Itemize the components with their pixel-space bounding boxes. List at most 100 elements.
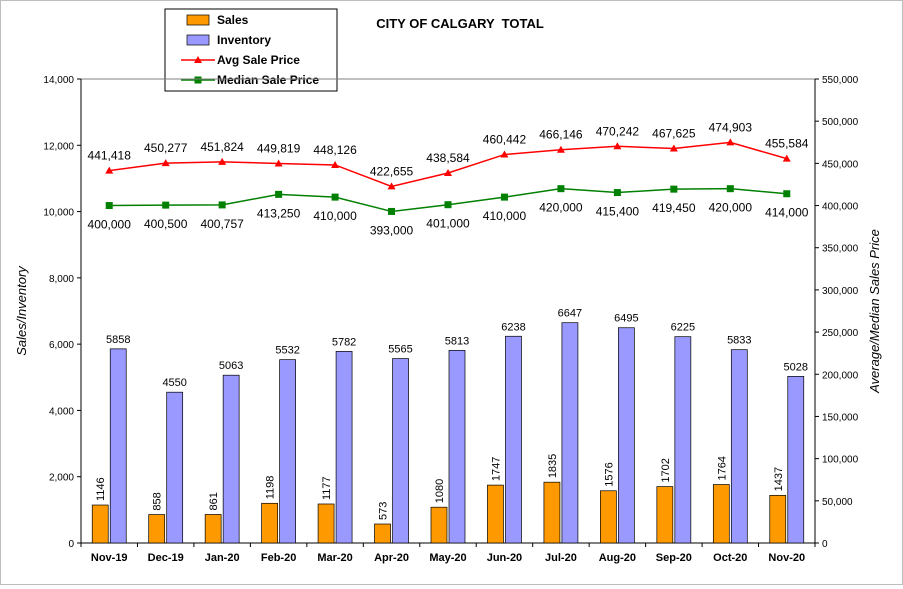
axes: 0 2,000 4,000 6,000 8,000 10,000 12,000 14,000 0… — [43, 75, 858, 564]
y2-tick-label: 100,000 — [822, 455, 859, 466]
y-tick-label: 6,000 — [49, 340, 74, 351]
legend-marker-median-sale-price — [194, 76, 202, 84]
sales-data-label: 1576 — [603, 462, 615, 486]
x-tick-label: Jul-20 — [545, 552, 577, 564]
avg-sale-price-marker — [556, 145, 565, 153]
y2-tick-label: 250,000 — [822, 328, 859, 339]
avg-sale-price-data-label: 449,819 — [257, 142, 301, 156]
inventory-bar — [787, 376, 805, 544]
median-sale-price-data-label: 420,000 — [539, 201, 583, 215]
sales-bar — [148, 514, 166, 544]
avg-sale-price-data-label: 467,625 — [652, 126, 696, 140]
avg-sale-price-marker — [669, 144, 678, 152]
inventory-bar — [674, 336, 692, 544]
sales-data-label: 1080 — [434, 479, 446, 503]
avg-sale-price-data-label: 448,126 — [313, 143, 357, 157]
sales-data-label: 858 — [152, 492, 164, 510]
inventory-data-label: 5858 — [106, 334, 130, 346]
y2-tick-label: 350,000 — [822, 244, 859, 255]
x-tick-label: Apr-20 — [374, 552, 409, 564]
avg-sale-price-marker — [613, 142, 622, 150]
y-tick-label: 4,000 — [49, 406, 74, 417]
chart-title: CITY OF CALGARY TOTAL — [376, 16, 544, 31]
inventory-data-label: 6495 — [614, 313, 638, 325]
inventory-bar — [448, 349, 466, 544]
bars: 1146 858 861 1198 1177 573 1080 1747 1835 1576 170… — [91, 308, 808, 544]
median-sale-price-data-label: 400,757 — [200, 217, 244, 231]
sales-data-label: 1835 — [547, 454, 559, 478]
sales-bar — [487, 484, 504, 544]
sales-bar — [600, 490, 617, 544]
sales-data-label: 1764 — [716, 456, 728, 480]
inventory-data-label: 5833 — [727, 335, 751, 347]
y2-tick-label: 550,000 — [822, 75, 859, 86]
median-sale-price-data-label: 410,000 — [483, 209, 527, 223]
avg-sale-price-data-label: 460,442 — [483, 133, 527, 147]
median-sale-price-marker — [613, 189, 621, 197]
y2-tick-label: 500,000 — [822, 117, 859, 128]
legend-label-sales: Sales — [217, 13, 249, 27]
inventory-bar — [335, 351, 353, 544]
median-sale-price-data-label: 401,000 — [426, 217, 470, 231]
avg-sale-price-data-label: 422,655 — [370, 164, 414, 178]
sales-data-label: 861 — [208, 492, 220, 510]
plot-area — [80, 78, 816, 544]
x-tick-label: Oct-20 — [713, 552, 747, 564]
median-sale-price-marker — [275, 190, 283, 198]
inventory-data-label: 5782 — [332, 336, 356, 348]
sales-data-label: 573 — [378, 502, 390, 520]
sales-bar — [204, 514, 222, 544]
sales-bar — [656, 486, 674, 544]
sales-data-label: 1198 — [265, 476, 277, 500]
y2-tick-label: 450,000 — [822, 159, 859, 170]
avg-sale-price-marker — [274, 159, 283, 167]
y-tick-label: 8,000 — [49, 274, 74, 285]
sales-bar — [261, 502, 278, 544]
median-sale-price-data-label: 413,250 — [257, 206, 301, 220]
sales-bar — [91, 504, 109, 544]
sales-data-label: 1437 — [773, 467, 785, 491]
median-sale-price-marker — [726, 185, 734, 193]
inventory-data-label: 6647 — [558, 308, 582, 320]
y-tick-label: 14,000 — [43, 75, 74, 86]
median-sale-price-marker — [218, 201, 226, 209]
sales-bar — [430, 506, 448, 544]
median-sale-price-data-label: 410,000 — [313, 209, 357, 223]
inventory-data-label: 4550 — [162, 377, 186, 389]
x-tick-label: Sep-20 — [656, 552, 692, 564]
y2-tick-label: 0 — [822, 539, 828, 550]
inventory-bar — [561, 322, 579, 544]
inventory-bar — [279, 359, 296, 544]
avg-sale-price-marker — [500, 150, 509, 158]
inventory-bar — [730, 349, 748, 544]
avg-sale-price-data-label: 470,242 — [596, 124, 640, 138]
legend-swatch-sales — [186, 14, 210, 26]
inventory-data-label: 5063 — [219, 360, 243, 372]
legend-swatch-inventory — [186, 34, 210, 46]
x-tick-label: Aug-20 — [599, 552, 636, 564]
avg-sale-price-marker — [387, 182, 396, 190]
sales-bar — [712, 484, 730, 544]
median-sale-price-data-label: 400,000 — [88, 218, 132, 232]
legend: Sales Inventory Avg Sale Price Median Sale … — [164, 8, 338, 92]
y-tick-label: 10,000 — [43, 208, 74, 219]
median-sale-price-marker — [331, 193, 339, 201]
legend-label-inventory: Inventory — [217, 33, 271, 47]
x-tick-label: Nov-20 — [768, 552, 805, 564]
sales-data-label: 1177 — [321, 476, 333, 500]
median-sale-price-data-label: 393,000 — [370, 223, 414, 237]
median-sale-price-marker — [500, 193, 508, 201]
inventory-bar — [505, 335, 522, 544]
inventory-data-label: 5028 — [784, 361, 808, 373]
inventory-bar — [166, 391, 184, 544]
avg-sale-price-data-label: 466,146 — [539, 128, 583, 142]
avg-sale-price-data-label: 474,903 — [709, 120, 753, 134]
avg-sale-price-data-label: 450,277 — [144, 141, 188, 155]
x-tick-label: May-20 — [429, 552, 466, 564]
inventory-bar — [109, 348, 127, 544]
inventory-data-label: 6225 — [671, 322, 695, 334]
x-tick-label: Feb-20 — [261, 552, 296, 564]
avg-sale-price-marker — [218, 157, 227, 165]
inventory-data-label: 5813 — [445, 335, 469, 347]
